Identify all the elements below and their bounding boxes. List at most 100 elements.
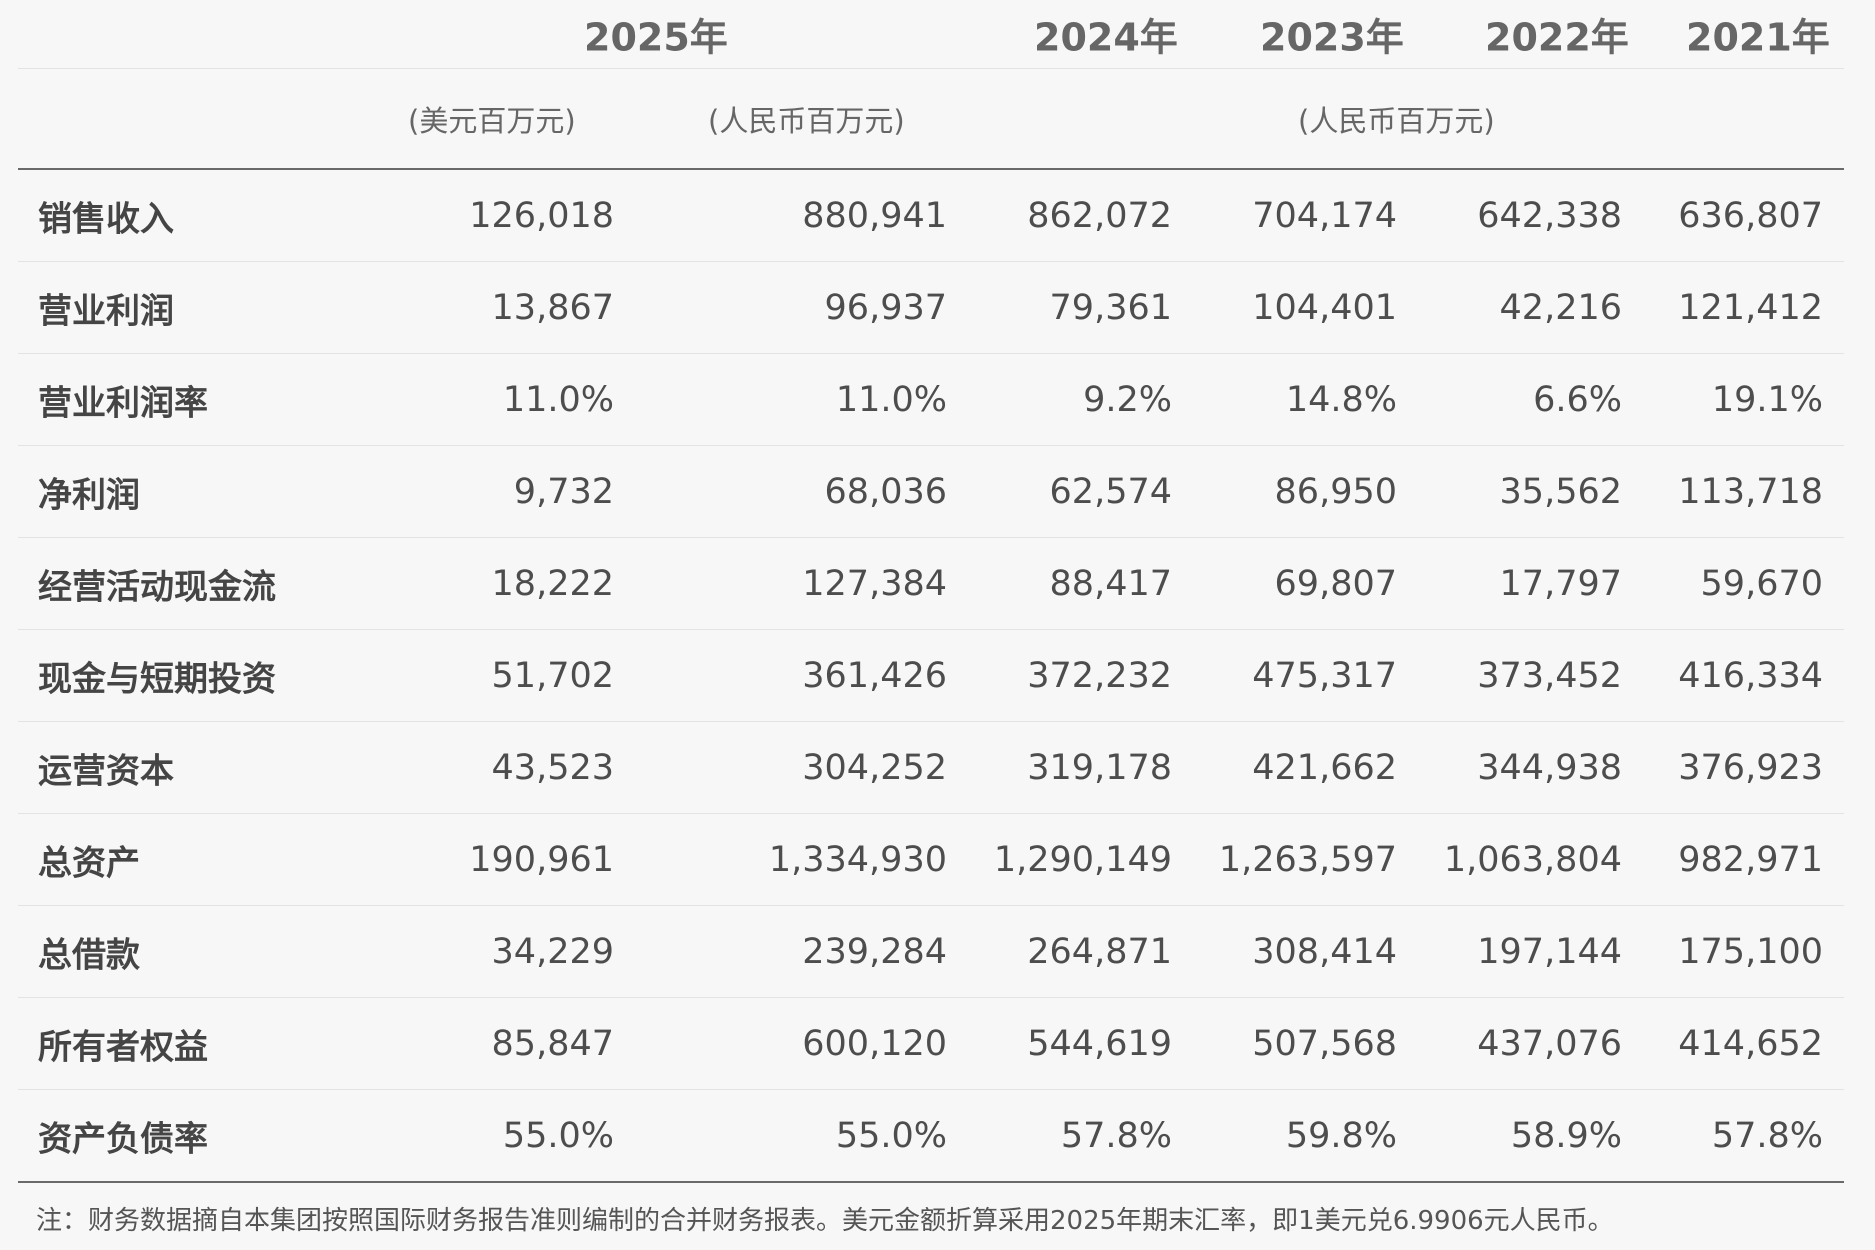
value-cell: 372,232 [1027, 655, 1172, 696]
value-cell: 42,216 [1499, 287, 1622, 328]
value-cell: 1,290,149 [993, 839, 1172, 880]
value-cell: 704,174 [1252, 195, 1397, 236]
year-2023-header: 2023年 [1260, 15, 1404, 60]
value-cell: 55.0% [502, 1115, 614, 1156]
value-cell: 239,284 [802, 931, 947, 972]
value-cell: 414,652 [1678, 1023, 1823, 1064]
value-cell: 68,036 [824, 471, 947, 512]
row-label: 营业利润 [38, 291, 174, 331]
value-cell: 55.0% [835, 1115, 947, 1156]
value-cell: 376,923 [1678, 747, 1823, 788]
value-cell: 13,867 [491, 287, 614, 328]
value-cell: 35,562 [1499, 471, 1622, 512]
value-cell: 1,334,930 [768, 839, 947, 880]
year-2024-header: 2024年 [1034, 15, 1178, 60]
year-2022-header: 2022年 [1485, 15, 1629, 60]
value-cell: 373,452 [1477, 655, 1622, 696]
value-cell: 1,263,597 [1218, 839, 1397, 880]
year-2025-header: 2025年 [584, 15, 728, 60]
value-cell: 437,076 [1477, 1023, 1622, 1064]
unit-rmb-2025-label: (人民币百万元) [708, 103, 905, 138]
year-2021-header: 2021年 [1686, 15, 1830, 60]
value-cell: 43,523 [491, 747, 614, 788]
row-label: 经营活动现金流 [38, 567, 276, 607]
unit-usd-label: (美元百万元) [408, 103, 576, 138]
value-cell: 11.0% [502, 379, 614, 420]
row-label: 营业利润率 [38, 383, 208, 423]
value-cell: 421,662 [1252, 747, 1397, 788]
value-cell: 17,797 [1499, 563, 1622, 604]
value-cell: 308,414 [1252, 931, 1397, 972]
value-cell: 14.8% [1285, 379, 1397, 420]
year-header-row: 2025年 2024年 2023年 2022年 2021年 [18, 0, 1844, 69]
value-cell: 85,847 [491, 1023, 614, 1064]
value-cell: 642,338 [1477, 195, 1622, 236]
value-cell: 344,938 [1477, 747, 1622, 788]
value-cell: 51,702 [491, 655, 614, 696]
value-cell: 59.8% [1285, 1115, 1397, 1156]
financial-table: 2025年 2024年 2023年 2022年 2021年 (美元百万元) (人… [18, 0, 1844, 1183]
row-label: 所有者权益 [38, 1027, 208, 1067]
table-row: 总资产 190,961 1,334,930 1,290,149 1,263,597 1,0… [18, 814, 1844, 906]
value-cell: 600,120 [802, 1023, 947, 1064]
row-label: 总借款 [38, 935, 140, 975]
value-cell: 69,807 [1274, 563, 1397, 604]
row-label: 现金与短期投资 [38, 659, 276, 699]
value-cell: 127,384 [802, 563, 947, 604]
value-cell: 1,063,804 [1443, 839, 1622, 880]
value-cell: 11.0% [835, 379, 947, 420]
value-cell: 62,574 [1049, 471, 1172, 512]
table-row: 资产负债率 55.0% 55.0% 57.8% 59.8% 58.9% 57.8% [18, 1090, 1844, 1183]
table-row: 运营资本 43,523 304,252 319,178 421,662 344,938 37… [18, 722, 1844, 814]
value-cell: 175,100 [1678, 931, 1823, 972]
footnote: 注：财务数据摘自本集团按照国际财务报告准则编制的合并财务报表。美元金额折算采用2… [36, 1206, 1614, 1236]
table-row: 现金与短期投资 51,702 361,426 372,232 475,317 373,45… [18, 630, 1844, 722]
value-cell: 86,950 [1274, 471, 1397, 512]
row-label: 净利润 [38, 475, 140, 515]
value-cell: 507,568 [1252, 1023, 1397, 1064]
value-cell: 862,072 [1027, 195, 1172, 236]
value-cell: 96,937 [824, 287, 947, 328]
value-cell: 264,871 [1027, 931, 1172, 972]
value-cell: 59,670 [1700, 563, 1823, 604]
value-cell: 475,317 [1252, 655, 1397, 696]
value-cell: 304,252 [802, 747, 947, 788]
row-label: 资产负债率 [38, 1119, 208, 1159]
value-cell: 121,412 [1678, 287, 1823, 328]
unit-rmb-prior-label: (人民币百万元) [1298, 103, 1495, 138]
value-cell: 197,144 [1477, 931, 1622, 972]
value-cell: 9.2% [1083, 379, 1172, 420]
row-label: 销售收入 [38, 199, 174, 239]
row-label: 总资产 [38, 843, 140, 883]
table-row: 净利润 9,732 68,036 62,574 86,950 35,562 113,718 [18, 446, 1844, 538]
value-cell: 416,334 [1678, 655, 1823, 696]
value-cell: 79,361 [1049, 287, 1172, 328]
value-cell: 6.6% [1533, 379, 1622, 420]
row-label: 运营资本 [38, 751, 174, 791]
value-cell: 880,941 [802, 195, 947, 236]
value-cell: 34,229 [491, 931, 614, 972]
value-cell: 636,807 [1678, 195, 1823, 236]
value-cell: 88,417 [1049, 563, 1172, 604]
value-cell: 319,178 [1027, 747, 1172, 788]
value-cell: 57.8% [1060, 1115, 1172, 1156]
unit-header-row: (美元百万元) (人民币百万元) (人民币百万元) [18, 69, 1844, 170]
table-row: 总借款 34,229 239,284 264,871 308,414 197,144 175… [18, 906, 1844, 998]
data-rows: 销售收入 126,018 880,941 862,072 704,174 642,338 6… [18, 170, 1844, 1183]
value-cell: 104,401 [1252, 287, 1397, 328]
table-row: 营业利润率 11.0% 11.0% 9.2% 14.8% 6.6% 19.1% [18, 354, 1844, 446]
value-cell: 58.9% [1510, 1115, 1622, 1156]
table-row: 销售收入 126,018 880,941 862,072 704,174 642,338 6… [18, 170, 1844, 262]
value-cell: 544,619 [1027, 1023, 1172, 1064]
table-row: 经营活动现金流 18,222 127,384 88,417 69,807 17,797 59… [18, 538, 1844, 630]
table-row: 营业利润 13,867 96,937 79,361 104,401 42,216 121,4… [18, 262, 1844, 354]
value-cell: 982,971 [1678, 839, 1823, 880]
value-cell: 18,222 [491, 563, 614, 604]
table-row: 所有者权益 85,847 600,120 544,619 507,568 437,076 4… [18, 998, 1844, 1090]
value-cell: 19.1% [1711, 379, 1823, 420]
value-cell: 190,961 [469, 839, 614, 880]
value-cell: 361,426 [802, 655, 947, 696]
value-cell: 9,732 [513, 471, 614, 512]
value-cell: 126,018 [469, 195, 614, 236]
